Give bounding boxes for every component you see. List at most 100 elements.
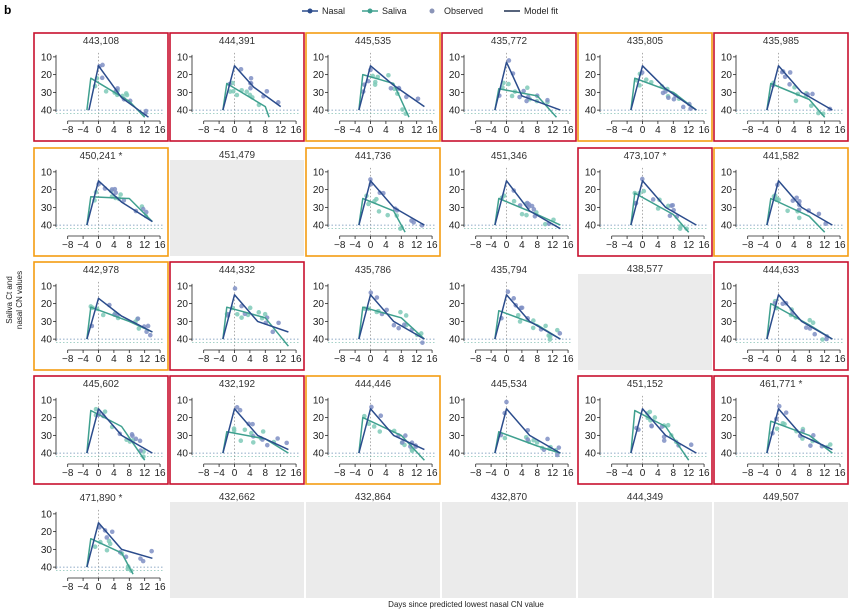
y-tick-label: 10 bbox=[449, 281, 461, 292]
y-tick-label: 30 bbox=[721, 431, 733, 442]
y-tick-label: 20 bbox=[449, 70, 461, 81]
y-tick-label: 30 bbox=[449, 88, 461, 99]
observed-point-nasal bbox=[787, 70, 793, 75]
panel-5: 435,985 10 20 30 40 −8 −4 0 4 8 12 16 bbox=[713, 32, 849, 142]
x-tick-label: 4 bbox=[247, 468, 253, 479]
x-tick-label: −8 bbox=[198, 354, 210, 365]
panel-title: 473,107 * bbox=[624, 151, 667, 162]
panel-title: 445,534 bbox=[491, 379, 528, 390]
fit-line-nasal bbox=[494, 180, 561, 230]
x-tick-label: 8 bbox=[671, 125, 677, 136]
observed-point-saliva bbox=[827, 442, 833, 447]
fit-line-nasal bbox=[358, 294, 425, 340]
observed-point-saliva bbox=[665, 203, 671, 209]
x-tick-label: 0 bbox=[504, 468, 510, 479]
panel-29: 449,507 bbox=[714, 492, 848, 598]
panel-0: 443,108 10 20 30 40 −8 −4 0 4 8 12 16 bbox=[33, 32, 169, 142]
observed-point-nasal bbox=[147, 332, 153, 338]
x-tick-label: 16 bbox=[835, 354, 847, 365]
fit-line-nasal bbox=[766, 65, 833, 111]
observed-point-saliva bbox=[524, 212, 529, 218]
y-tick-label: 20 bbox=[585, 70, 597, 81]
y-tick-label: 10 bbox=[585, 395, 597, 406]
fit-line-saliva bbox=[358, 197, 406, 233]
observed-point-saliva bbox=[519, 211, 525, 217]
y-tick-label: 30 bbox=[585, 203, 597, 214]
y-tick-label: 20 bbox=[313, 299, 325, 310]
x-tick-label: −8 bbox=[470, 468, 482, 479]
observed-point-saliva bbox=[502, 435, 508, 441]
observed-point-saliva bbox=[665, 422, 671, 428]
y-tick-label: 40 bbox=[313, 106, 325, 117]
observed-point-saliva bbox=[242, 427, 248, 433]
x-tick-label: 0 bbox=[232, 125, 238, 136]
x-tick-label: 12 bbox=[819, 125, 831, 136]
x-tick-label: −8 bbox=[470, 125, 482, 136]
fit-line-saliva bbox=[86, 306, 153, 340]
fit-line-saliva bbox=[358, 73, 410, 118]
panel-title: 445,602 bbox=[83, 379, 120, 390]
x-tick-label: −8 bbox=[606, 125, 618, 136]
observed-point-saliva bbox=[104, 547, 110, 553]
x-tick-label: −4 bbox=[77, 354, 89, 365]
x-tick-label: 0 bbox=[776, 468, 782, 479]
observed-point-nasal bbox=[525, 437, 531, 442]
y-tick-label: 30 bbox=[313, 88, 325, 99]
observed-point-saliva bbox=[517, 319, 523, 324]
panel-8: 441,736 10 20 30 40 −8 −4 0 4 8 12 16 bbox=[305, 147, 441, 257]
observed-point-nasal bbox=[812, 331, 818, 337]
observed-point-nasal bbox=[264, 442, 270, 448]
x-tick-label: 0 bbox=[96, 354, 102, 365]
observed-point-nasal bbox=[248, 85, 253, 91]
observed-point-nasal bbox=[238, 66, 244, 72]
x-tick-label: 16 bbox=[563, 125, 575, 136]
x-tick-label: 8 bbox=[807, 354, 813, 365]
x-tick-label: 4 bbox=[383, 354, 389, 365]
panel-border bbox=[713, 32, 849, 142]
observed-point-nasal bbox=[129, 432, 135, 437]
y-tick-label: 10 bbox=[585, 167, 597, 178]
fit-line-saliva bbox=[630, 192, 690, 233]
x-tick-label: −8 bbox=[334, 354, 346, 365]
observed-point-nasal bbox=[400, 440, 405, 445]
x-tick-label: 4 bbox=[111, 582, 117, 593]
y-tick-label: 40 bbox=[721, 106, 733, 117]
observed-point-nasal bbox=[137, 438, 143, 444]
x-tick-label: −4 bbox=[349, 354, 361, 365]
fit-line-nasal bbox=[86, 522, 153, 568]
panel-19: 432,192 10 20 30 40 −8 −4 0 4 8 12 16 bbox=[169, 375, 305, 485]
x-tick-label: −8 bbox=[62, 582, 74, 593]
observed-point-saliva bbox=[244, 89, 250, 94]
panel-border bbox=[577, 147, 713, 257]
observed-point-nasal bbox=[557, 331, 563, 336]
x-tick-label: −8 bbox=[742, 468, 754, 479]
observed-point-saliva bbox=[652, 415, 658, 420]
y-tick-label: 40 bbox=[177, 106, 189, 117]
x-tick-label: 12 bbox=[547, 240, 559, 251]
y-tick-label: 30 bbox=[41, 545, 53, 556]
fit-line-saliva bbox=[358, 416, 425, 461]
observed-point-saliva bbox=[641, 188, 647, 194]
y-tick-label: 30 bbox=[585, 431, 597, 442]
x-tick-label: 8 bbox=[807, 240, 813, 251]
observed-point-nasal bbox=[511, 296, 517, 301]
x-tick-label: −8 bbox=[62, 240, 74, 251]
x-axis-label: Days since predicted lowest nasal CN val… bbox=[388, 600, 544, 609]
panel-26: 432,864 bbox=[306, 492, 440, 598]
y-tick-label: 20 bbox=[449, 185, 461, 196]
x-tick-label: 16 bbox=[835, 240, 847, 251]
y-tick-label: 20 bbox=[41, 185, 53, 196]
panel-title: 441,582 bbox=[763, 151, 800, 162]
x-tick-label: 16 bbox=[835, 125, 847, 136]
y-tick-label: 10 bbox=[449, 52, 461, 63]
x-tick-label: −4 bbox=[349, 468, 361, 479]
observed-point-nasal bbox=[248, 75, 254, 81]
observed-point-saliva bbox=[403, 313, 409, 318]
x-tick-label: 8 bbox=[807, 468, 813, 479]
fit-line-saliva bbox=[86, 195, 153, 226]
x-tick-label: −8 bbox=[470, 354, 482, 365]
x-tick-label: 8 bbox=[399, 240, 405, 251]
observed-point-nasal bbox=[780, 301, 786, 307]
